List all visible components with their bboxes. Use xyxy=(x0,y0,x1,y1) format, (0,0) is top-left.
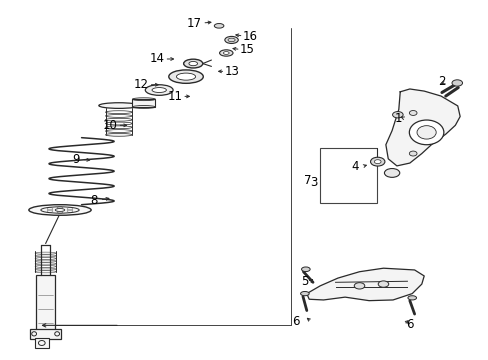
Text: 5: 5 xyxy=(300,275,307,288)
Ellipse shape xyxy=(214,23,224,28)
Polygon shape xyxy=(306,268,424,301)
Text: 3: 3 xyxy=(310,176,317,189)
Ellipse shape xyxy=(408,111,416,116)
Ellipse shape xyxy=(176,73,195,80)
Ellipse shape xyxy=(353,283,364,289)
Ellipse shape xyxy=(416,126,435,139)
Ellipse shape xyxy=(384,168,399,177)
Text: 10: 10 xyxy=(102,119,118,132)
Ellipse shape xyxy=(451,80,462,86)
Text: 14: 14 xyxy=(149,53,164,66)
Ellipse shape xyxy=(29,205,91,215)
Text: 1: 1 xyxy=(394,112,402,125)
Bar xyxy=(35,338,49,348)
Text: 13: 13 xyxy=(224,65,240,78)
Text: 16: 16 xyxy=(242,30,257,42)
Text: 15: 15 xyxy=(239,43,254,56)
Text: 12: 12 xyxy=(134,78,149,91)
Ellipse shape xyxy=(377,281,388,287)
Ellipse shape xyxy=(168,70,203,83)
Ellipse shape xyxy=(99,103,139,108)
Text: 9: 9 xyxy=(72,153,80,166)
Ellipse shape xyxy=(408,120,443,145)
Text: 17: 17 xyxy=(186,17,201,30)
Bar xyxy=(36,275,55,330)
Bar xyxy=(132,99,155,107)
Bar xyxy=(320,148,376,203)
Ellipse shape xyxy=(183,59,203,68)
Bar xyxy=(30,329,61,339)
Ellipse shape xyxy=(55,208,65,211)
Ellipse shape xyxy=(152,87,166,93)
Ellipse shape xyxy=(145,85,173,95)
Ellipse shape xyxy=(392,112,402,118)
Ellipse shape xyxy=(188,62,197,66)
Ellipse shape xyxy=(408,151,416,156)
Ellipse shape xyxy=(223,51,229,54)
Ellipse shape xyxy=(301,267,309,271)
Ellipse shape xyxy=(224,36,238,44)
Text: 7: 7 xyxy=(304,174,311,186)
Text: 11: 11 xyxy=(167,90,182,103)
Ellipse shape xyxy=(105,134,132,136)
Ellipse shape xyxy=(219,50,232,56)
Polygon shape xyxy=(385,89,459,166)
Text: 6: 6 xyxy=(405,318,413,331)
Ellipse shape xyxy=(370,157,384,166)
Ellipse shape xyxy=(300,292,308,296)
Text: 4: 4 xyxy=(350,160,358,173)
Ellipse shape xyxy=(374,160,380,163)
Text: 2: 2 xyxy=(437,76,445,89)
Ellipse shape xyxy=(407,296,416,300)
Text: 8: 8 xyxy=(90,194,97,207)
Text: 6: 6 xyxy=(292,315,300,328)
